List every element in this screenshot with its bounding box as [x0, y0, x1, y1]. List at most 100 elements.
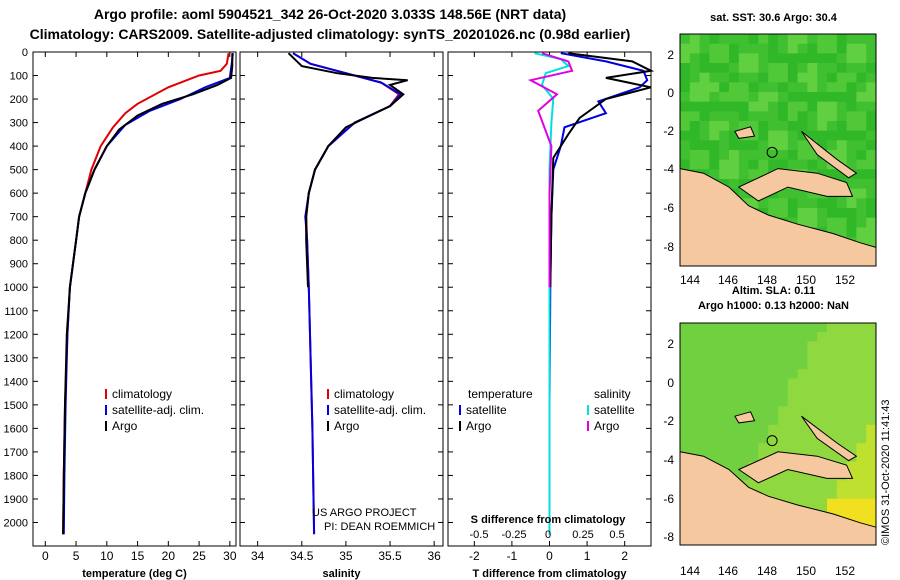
sst-map-cell: [846, 43, 857, 54]
series-line-salinity-1: [292, 52, 403, 535]
sst-map-cell: [787, 130, 799, 141]
sst-map-cell: [787, 150, 799, 161]
sst-map-cell: [758, 111, 769, 122]
sst-map-cell: [729, 111, 740, 122]
sla-map-cell: [827, 360, 838, 370]
sla-map-cell: [817, 424, 828, 435]
sla-map-cell: [699, 443, 710, 453]
sla-map-cell: [699, 378, 710, 389]
sst-map-cell: [827, 130, 838, 141]
sst-map-cell: [817, 121, 828, 132]
sst-map-cell: [817, 92, 828, 103]
sst-map-cell: [787, 34, 799, 45]
diff-t-legend-title: temperature: [468, 387, 533, 401]
sla-map-cell: [689, 406, 701, 416]
sla-map-cell: [709, 369, 720, 379]
sst-map-cell: [856, 227, 867, 238]
sla-map-cell: [797, 360, 808, 370]
sst-map-cell: [729, 130, 740, 141]
sla-map-cell: [856, 360, 867, 370]
sla-map-cell: [827, 489, 838, 500]
sst-map-cell: [866, 43, 877, 54]
sla-map-cell: [787, 378, 799, 389]
sst-map-cell: [866, 169, 877, 180]
sst-map-cell: [738, 101, 750, 112]
sla-map-cell: [836, 489, 848, 500]
x-tick-label-temperature-20: 20: [162, 549, 176, 563]
sla-map-cell: [866, 452, 877, 463]
sst-map-cell: [846, 63, 857, 74]
sst-map-cell: [856, 121, 867, 132]
sst-map-cell: [699, 140, 710, 151]
sst-map-cell: [797, 82, 808, 93]
sla-map-cell: [738, 397, 750, 407]
sst-map-cell: [709, 82, 720, 93]
sla-map-cell: [856, 443, 867, 453]
sla-map-cell: [807, 341, 818, 352]
sst-map-cell: [778, 198, 789, 209]
sst-map-cell: [719, 140, 730, 151]
sst-map-cell: [758, 159, 769, 170]
sla-map-lat-label-5: -8: [663, 530, 674, 544]
sst-map-cell: [807, 121, 818, 132]
y-tick-label-900: 900: [10, 259, 28, 271]
sla-map-cell: [709, 323, 720, 333]
sla-map-cell: [866, 387, 877, 398]
sst-map-land-new-ireland: [801, 131, 858, 179]
sst-map-cell: [817, 72, 828, 83]
sst-map-cell: [778, 188, 789, 199]
sla-map-cell: [797, 424, 808, 435]
sla-map-cell: [797, 415, 808, 426]
sst-map-cell: [768, 198, 779, 209]
x-tick-label-temperature-0: 0: [42, 549, 49, 563]
sst-map-cell: [797, 92, 808, 103]
sst-map-cell: [807, 63, 818, 74]
sst-map-cell: [758, 140, 769, 151]
sla-map-cell: [729, 443, 740, 453]
sla-map-cell: [807, 323, 818, 333]
sst-map-cell: [719, 101, 730, 112]
sst-map-cell: [778, 43, 789, 54]
sst-map-cell: [709, 101, 720, 112]
series-line-temperature-2: [62, 53, 234, 535]
sla-map-cell: [817, 332, 828, 342]
sla-map-title-2: Argo h1000: 0.13 h2000: NaN: [697, 300, 849, 312]
sla-map-cell: [748, 378, 759, 389]
sla-map-cell: [729, 424, 740, 435]
sla-map-cell: [680, 415, 691, 426]
sla-map-cell: [797, 406, 808, 416]
sst-map-cell: [856, 237, 867, 248]
sst-map-cell: [827, 34, 838, 45]
panel-frame-temperature: [32, 51, 237, 547]
sla-map-cell: [866, 480, 877, 490]
sst-map-cell: [719, 82, 730, 93]
s-diff-axis-label: S difference from climatology: [471, 514, 627, 526]
sla-map-cell: [836, 406, 848, 416]
y-tick-label-1100: 1100: [4, 306, 28, 318]
sst-map-cell: [856, 169, 867, 180]
sla-map-cell: [787, 341, 799, 352]
sst-map-cell: [866, 227, 877, 238]
series-line-difference-0: [548, 52, 649, 535]
sst-map-cell: [797, 34, 808, 45]
sst-map-cell: [758, 130, 769, 141]
sst-map-cell: [699, 159, 710, 170]
sla-map-land-new-britain: [737, 451, 854, 484]
sst-map-cell: [729, 169, 740, 180]
sla-map-cell: [856, 452, 867, 463]
sla-map-cell: [758, 443, 769, 453]
sst-map-cell: [729, 43, 740, 54]
sst-map-cell: [846, 227, 857, 238]
y-tick-label-100: 100: [10, 71, 28, 83]
sst-map-cell: [866, 72, 877, 83]
sla-map-cell: [748, 332, 759, 342]
sla-map-cell: [827, 415, 838, 426]
series-line-difference-3: [527, 52, 574, 288]
sst-map-cell: [836, 34, 848, 45]
sst-map-cell: [729, 101, 740, 112]
sst-map-cell: [738, 34, 750, 45]
sst-map-cell: [748, 198, 759, 209]
sla-map-cell: [778, 341, 789, 352]
sst-map-cell: [787, 63, 799, 74]
sla-map-cell: [689, 415, 701, 426]
